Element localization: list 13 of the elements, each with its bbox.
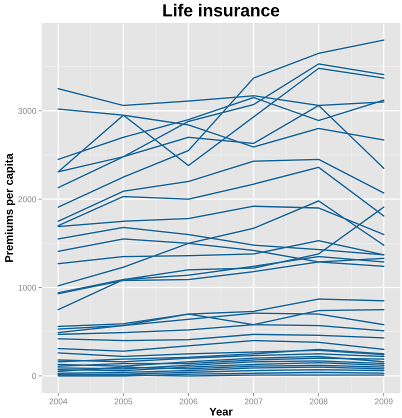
y-tick-label: 2000 xyxy=(18,196,36,202)
x-tick-label: 2006 xyxy=(180,398,198,404)
chart-title: Life insurance xyxy=(163,4,280,17)
x-tick-label: 2008 xyxy=(310,398,328,404)
x-tick-label: 2004 xyxy=(49,398,68,404)
x-axis-title: Year xyxy=(209,408,233,416)
y-axis-title: Premiums per capita xyxy=(4,153,16,262)
x-tick-label: 2007 xyxy=(244,398,262,404)
y-tick-label: 0 xyxy=(32,373,36,380)
y-tick-label: 1000 xyxy=(18,284,36,291)
y-tick-label: 3000 xyxy=(18,108,36,114)
x-tick-label: 2009 xyxy=(374,398,393,404)
x-tick-label: 2005 xyxy=(114,398,132,404)
